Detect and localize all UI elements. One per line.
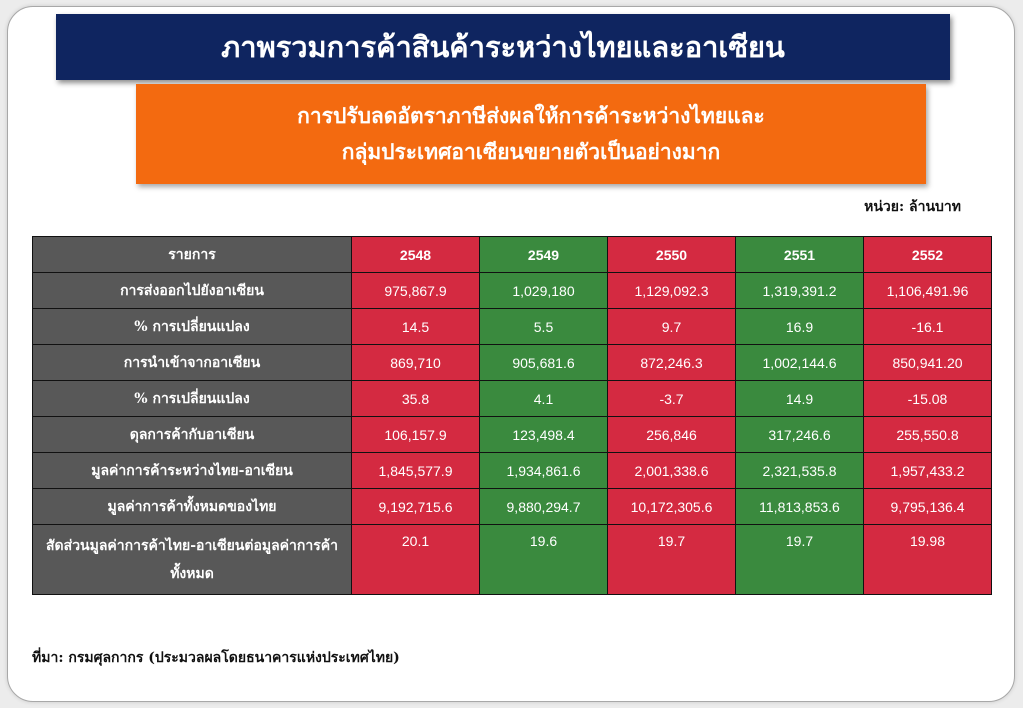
table-cell: -15.08 bbox=[863, 380, 992, 417]
table-cell: 869,710 bbox=[351, 344, 480, 381]
table-cell: 255,550.8 bbox=[863, 416, 992, 453]
table-cell: -3.7 bbox=[607, 380, 736, 417]
table-cell: 9,192,715.6 bbox=[351, 488, 480, 525]
row-label: มูลค่าการค้าระหว่างไทย-อาเซียน bbox=[32, 452, 352, 489]
row-label: % การเปลี่ยนแปลง bbox=[32, 380, 352, 417]
table-cell: 850,941.20 bbox=[863, 344, 992, 381]
table-cell: 14.5 bbox=[351, 308, 480, 345]
table-cell: 905,681.6 bbox=[479, 344, 608, 381]
title-banner: ภาพรวมการค้าสินค้าระหว่างไทยและอาเซียน bbox=[56, 14, 950, 80]
table-cell: 14.9 bbox=[735, 380, 864, 417]
table-row: มูลค่าการค้าระหว่างไทย-อาเซียน 1,845,577… bbox=[32, 452, 992, 489]
source-note: ที่มา: กรมศุลกากร (ประมวลผลโดยธนาคารแห่ง… bbox=[32, 650, 400, 666]
table-cell: 19.7 bbox=[735, 524, 864, 595]
subtitle-line-1: การปรับลดอัตราภาษีส่งผลให้การค้าระหว่างไ… bbox=[297, 103, 765, 128]
table-cell: 10,172,305.6 bbox=[607, 488, 736, 525]
row-label: การนำเข้าจากอาเซียน bbox=[32, 344, 352, 381]
table-cell: 35.8 bbox=[351, 380, 480, 417]
table-row: มูลค่าการค้าทั้งหมดของไทย 9,192,715.6 9,… bbox=[32, 488, 992, 525]
table-cell: 106,157.9 bbox=[351, 416, 480, 453]
table-cell: 1,319,391.2 bbox=[735, 272, 864, 309]
table-cell: 1,845,577.9 bbox=[351, 452, 480, 489]
table-cell: 123,498.4 bbox=[479, 416, 608, 453]
subtitle-banner: การปรับลดอัตราภาษีส่งผลให้การค้าระหว่างไ… bbox=[136, 84, 926, 184]
table-cell: 872,246.3 bbox=[607, 344, 736, 381]
table-cell: 9.7 bbox=[607, 308, 736, 345]
subtitle-line-2: กลุ่มประเทศอาเซียนขยายตัวเป็นอย่างมาก bbox=[341, 139, 721, 164]
table-cell: -16.1 bbox=[863, 308, 992, 345]
table-cell: 19.98 bbox=[863, 524, 992, 595]
header-year: 2552 bbox=[863, 236, 992, 273]
row-label-text: สัดส่วนมูลค่าการค้าไทย-อาเซียนต่อมูลค่าก… bbox=[46, 537, 338, 582]
trade-table: รายการ 2548 2549 2550 2551 2552 การส่งออ… bbox=[32, 236, 992, 595]
table-cell: 1,002,144.6 bbox=[735, 344, 864, 381]
table-cell: 9,795,136.4 bbox=[863, 488, 992, 525]
table-cell: 975,867.9 bbox=[351, 272, 480, 309]
row-label: การส่งออกไปยังอาเซียน bbox=[32, 272, 352, 309]
table-cell: 19.7 bbox=[607, 524, 736, 595]
table-row: % การเปลี่ยนแปลง 35.8 4.1 -3.7 14.9 -15.… bbox=[32, 380, 992, 417]
table-cell: 2,001,338.6 bbox=[607, 452, 736, 489]
header-year: 2551 bbox=[735, 236, 864, 273]
table-cell: 1,934,861.6 bbox=[479, 452, 608, 489]
table-cell: 19.6 bbox=[479, 524, 608, 595]
table-cell: 1,029,180 bbox=[479, 272, 608, 309]
table-row: การส่งออกไปยังอาเซียน 975,867.9 1,029,18… bbox=[32, 272, 992, 309]
table-cell: 1,129,092.3 bbox=[607, 272, 736, 309]
table-cell: 2,321,535.8 bbox=[735, 452, 864, 489]
table-cell: 11,813,853.6 bbox=[735, 488, 864, 525]
row-label: สัดส่วนมูลค่าการค้าไทย-อาเซียนต่อมูลค่าก… bbox=[32, 524, 352, 595]
row-label: ดุลการค้ากับอาเซียน bbox=[32, 416, 352, 453]
table-cell: 1,106,491.96 bbox=[863, 272, 992, 309]
table-row: สัดส่วนมูลค่าการค้าไทย-อาเซียนต่อมูลค่าก… bbox=[32, 524, 992, 595]
row-label: % การเปลี่ยนแปลง bbox=[32, 308, 352, 345]
header-year: 2550 bbox=[607, 236, 736, 273]
row-label: มูลค่าการค้าทั้งหมดของไทย bbox=[32, 488, 352, 525]
table-cell: 5.5 bbox=[479, 308, 608, 345]
unit-label: หน่วย: ล้านบาท bbox=[864, 199, 961, 215]
page-title: ภาพรวมการค้าสินค้าระหว่างไทยและอาเซียน bbox=[221, 30, 785, 64]
table-row: ดุลการค้ากับอาเซียน 106,157.9 123,498.4 … bbox=[32, 416, 992, 453]
table-row: % การเปลี่ยนแปลง 14.5 5.5 9.7 16.9 -16.1 bbox=[32, 308, 992, 345]
table-cell: 256,846 bbox=[607, 416, 736, 453]
table-cell: 1,957,433.2 bbox=[863, 452, 992, 489]
table-cell: 16.9 bbox=[735, 308, 864, 345]
header-label: รายการ bbox=[32, 236, 352, 273]
header-year: 2548 bbox=[351, 236, 480, 273]
table-cell: 317,246.6 bbox=[735, 416, 864, 453]
table-cell: 20.1 bbox=[351, 524, 480, 595]
table-cell: 4.1 bbox=[479, 380, 608, 417]
table-cell: 9,880,294.7 bbox=[479, 488, 608, 525]
header-year: 2549 bbox=[479, 236, 608, 273]
table-header-row: รายการ 2548 2549 2550 2551 2552 bbox=[32, 236, 992, 273]
table-row: การนำเข้าจากอาเซียน 869,710 905,681.6 87… bbox=[32, 344, 992, 381]
